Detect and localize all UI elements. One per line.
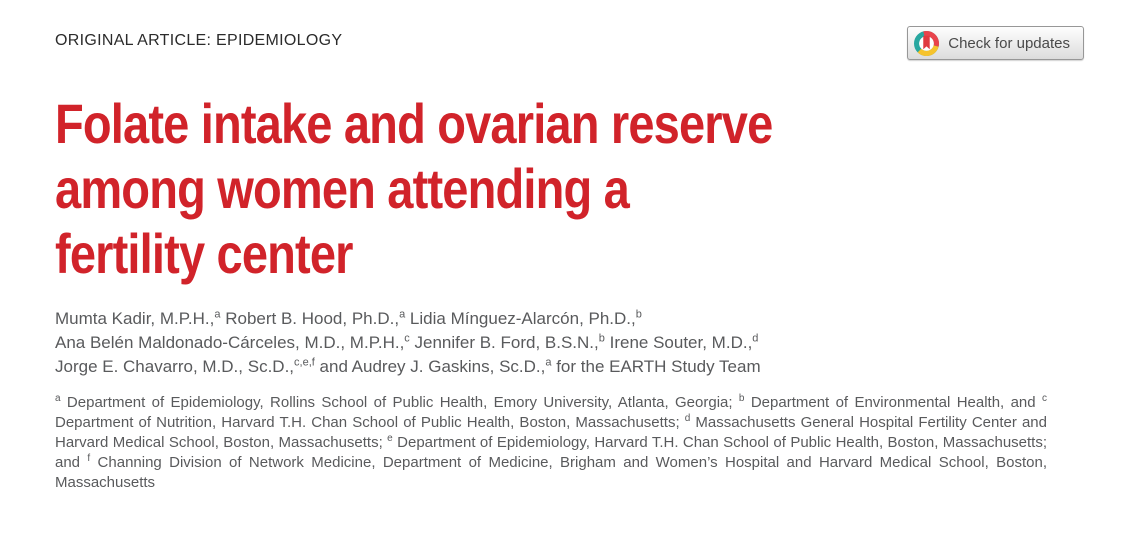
article-category-label: ORIGINAL ARTICLE: EPIDEMIOLOGY <box>55 32 343 49</box>
crossmark-icon <box>914 30 940 56</box>
article-title-line-2: among women attending a <box>55 157 630 220</box>
article-title: Folate intake and ovarian reserve among … <box>55 91 919 286</box>
article-title-line-1: Folate intake and ovarian reserve <box>55 92 773 155</box>
author-line-2: Ana Belén Maldonado-Cárceles, M.D., M.P.… <box>55 332 759 352</box>
affiliations-paragraph: a Department of Epidemiology, Rollins Sc… <box>55 393 1047 492</box>
article-title-line-3: fertility center <box>55 222 353 285</box>
author-line-3: Jorge E. Chavarro, M.D., Sc.D.,c,e,f and… <box>55 356 761 376</box>
check-for-updates-label: Check for updates <box>948 34 1070 52</box>
author-list: Mumta Kadir, M.P.H.,a Robert B. Hood, Ph… <box>55 307 1084 379</box>
check-for-updates-button[interactable]: Check for updates <box>907 26 1084 60</box>
top-bar: ORIGINAL ARTICLE: EPIDEMIOLOGY Check for… <box>55 26 1084 60</box>
author-line-1: Mumta Kadir, M.P.H.,a Robert B. Hood, Ph… <box>55 308 642 328</box>
